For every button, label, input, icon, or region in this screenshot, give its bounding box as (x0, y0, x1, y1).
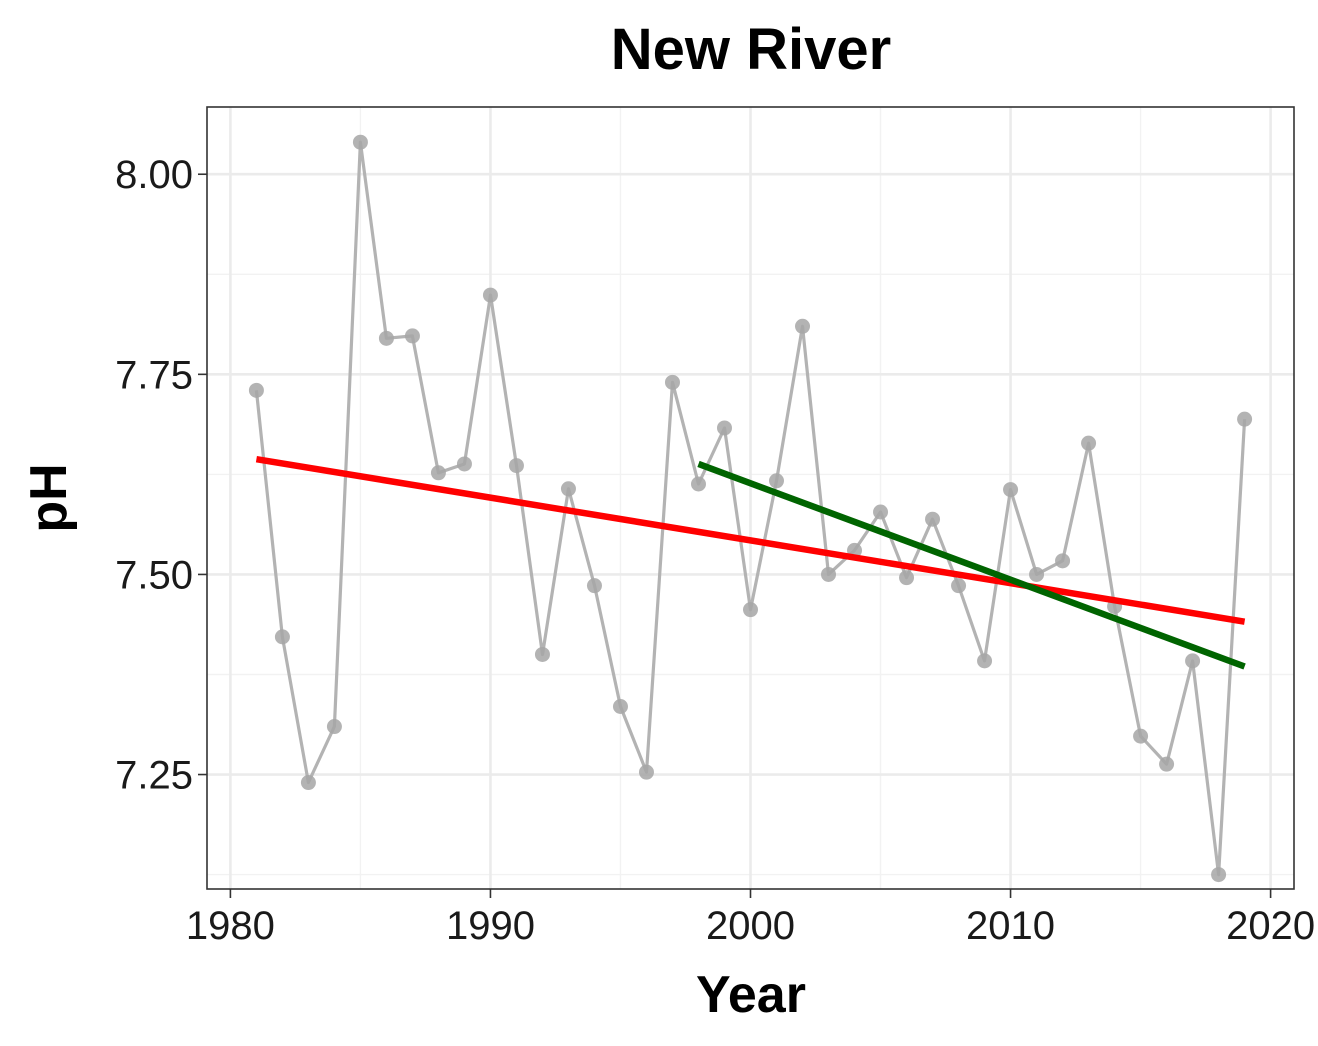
data-point (1185, 653, 1201, 669)
data-point (612, 699, 628, 715)
data-point (951, 578, 967, 594)
data-point (274, 629, 290, 645)
data-point (1055, 553, 1071, 569)
data-point (716, 420, 732, 436)
y-tick-label: 7.25 (115, 754, 193, 798)
data-point (1003, 482, 1019, 498)
data-point (664, 374, 680, 390)
data-point (326, 719, 342, 735)
x-tick-label: 2020 (1226, 904, 1315, 948)
data-point (456, 456, 472, 472)
data-point (586, 578, 602, 594)
y-axis-title: pH (20, 463, 78, 532)
data-point (404, 328, 420, 344)
data-point (1029, 566, 1045, 582)
data-point (690, 476, 706, 492)
data-series (248, 134, 1253, 883)
x-tick-label: 2010 (966, 904, 1055, 948)
data-point (430, 465, 446, 481)
x-tick-label: 1980 (186, 904, 275, 948)
data-point (769, 473, 785, 489)
data-point (508, 458, 524, 474)
data-point (248, 382, 264, 398)
trend-line-recent (697, 460, 1246, 670)
grid (207, 107, 1294, 889)
data-point (378, 330, 394, 346)
y-tick-label: 8.00 (115, 153, 193, 197)
x-tick-label: 2000 (706, 904, 795, 948)
axes: 1980 1990 2000 2010 2020 7.25 7.50 7.75 8.00 (115, 153, 1315, 948)
data-point (873, 504, 889, 520)
data-point (743, 602, 758, 618)
trend-line-full (255, 455, 1246, 625)
data-point (795, 318, 811, 334)
data-point (638, 764, 654, 780)
data-point (899, 570, 915, 586)
data-point (352, 134, 368, 150)
chart-title: New River (611, 17, 891, 82)
data-point (821, 566, 837, 582)
data-point (560, 481, 576, 497)
data-point (1211, 867, 1227, 883)
trend-lines (255, 455, 1246, 670)
y-tick-label: 7.75 (115, 353, 193, 397)
data-point (534, 646, 550, 662)
data-point (977, 653, 993, 669)
data-point (1081, 435, 1097, 451)
y-tick-label: 7.50 (115, 553, 193, 597)
data-point (1237, 411, 1253, 427)
data-point (925, 511, 941, 527)
x-axis-title: Year (696, 966, 806, 1024)
data-point (482, 287, 498, 303)
data-point (1159, 756, 1175, 772)
data-point (1133, 728, 1149, 744)
x-tick-label: 1990 (446, 904, 535, 948)
data-point (300, 775, 316, 791)
